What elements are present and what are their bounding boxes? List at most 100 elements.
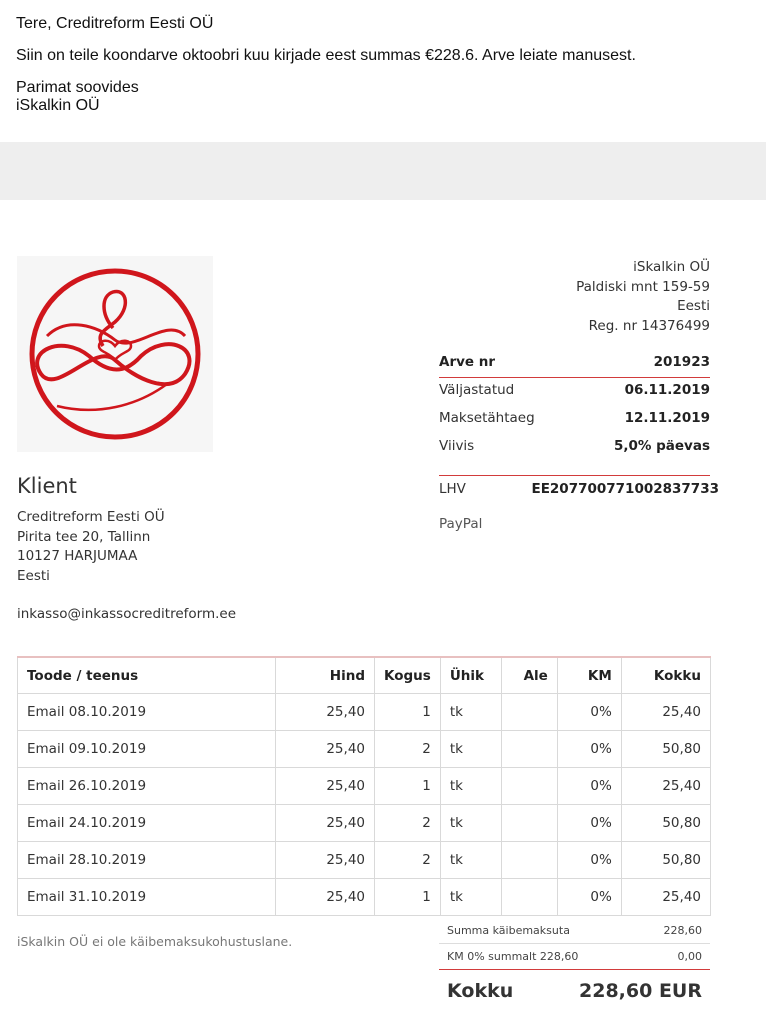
cell-discount: [500, 730, 558, 768]
email-body: Siin on teile koondarve oktoobri kuu kir…: [16, 47, 636, 64]
meta-value: 12.11.2019: [624, 410, 710, 426]
meta-value: 06.11.2019: [624, 382, 710, 398]
meditation-heart-logo-icon: [29, 268, 201, 440]
company-reg: Reg. nr 14376499: [588, 317, 710, 334]
table-row: Email 28.10.2019 25,40 2 tk 0% 50,80: [17, 841, 712, 879]
totals-block: Summa käibemaksuta 228,60 KM 0% summalt …: [439, 918, 710, 1002]
cell-total: 50,80: [620, 841, 712, 879]
company-logo: [17, 256, 213, 452]
email-signature: iSkalkin OÜ: [16, 97, 100, 114]
client-name: Creditreform Eesti OÜ: [17, 509, 165, 525]
cell-quantity: 1: [374, 878, 441, 916]
client-address: Pirita tee 20, Tallinn: [17, 528, 151, 545]
cell-total: 25,40: [620, 693, 712, 731]
col-header-vat: KM: [556, 656, 622, 694]
col-header-discount: Ale: [500, 656, 558, 694]
cell-product: Email 28.10.2019: [17, 841, 276, 879]
meta-label: Viivis: [439, 438, 475, 454]
vat-row: KM 0% summalt 228,60 0,00: [439, 944, 710, 969]
email-closing: Parimat soovides: [16, 79, 139, 96]
cell-discount: [500, 767, 558, 805]
bank-name: LHV: [439, 481, 466, 497]
subtotal-value: 228,60: [663, 924, 703, 937]
items-table: Toode / teenus Hind Kogus Ühik Ale KM Ko…: [17, 656, 712, 916]
client-city: 10127 HARJUMAA: [17, 548, 138, 564]
col-header-price: Hind: [275, 656, 375, 694]
cell-quantity: 2: [374, 841, 441, 879]
cell-discount: [500, 878, 558, 916]
cell-unit: tk: [439, 693, 502, 731]
client-email: inkasso@inkassocreditreform.ee: [17, 606, 237, 622]
invoice-meta: Arve nr 201923 Väljastatud 06.11.2019 Ma…: [439, 348, 710, 460]
meta-divider: [439, 475, 710, 476]
cell-total: 50,80: [620, 730, 712, 768]
meta-label: Maksetähtaeg: [439, 410, 535, 426]
cell-unit: tk: [439, 804, 502, 842]
cell-total: 50,80: [620, 804, 712, 842]
cell-quantity: 2: [374, 804, 441, 842]
client-country: Eesti: [17, 567, 50, 584]
client-title: Klient: [17, 474, 77, 498]
col-header-unit: Ühik: [439, 656, 502, 694]
vat-label: KM 0% summalt 228,60: [447, 950, 579, 963]
cell-vat: 0%: [556, 767, 622, 805]
company-country: Eesti: [677, 298, 710, 314]
cell-discount: [500, 693, 558, 731]
cell-unit: tk: [439, 878, 502, 916]
meta-row-invoice-number: Arve nr 201923: [439, 348, 710, 376]
cell-product: Email 24.10.2019: [17, 804, 276, 842]
cell-price: 25,40: [275, 841, 375, 879]
table-row: Email 08.10.2019 25,40 1 tk 0% 25,40: [17, 693, 712, 731]
client-info: Creditreform Eesti OÜ Pirita tee 20, Tal…: [17, 508, 165, 586]
subtotal-row: Summa käibemaksuta 228,60: [439, 918, 710, 944]
company-address: Paldiski mnt 159-59: [576, 278, 710, 295]
bank-account: LHV EE207700771002837733: [439, 481, 719, 497]
cell-discount: [500, 841, 558, 879]
meta-row-due-date: Maksetähtaeg 12.11.2019: [439, 404, 710, 432]
cell-product: Email 26.10.2019: [17, 767, 276, 805]
separator-band: [0, 142, 766, 200]
email-greeting: Tere, Creditreform Eesti OÜ: [16, 15, 214, 32]
cell-discount: [500, 804, 558, 842]
cell-vat: 0%: [556, 804, 622, 842]
vat-value: 0,00: [677, 950, 703, 963]
meta-divider: [439, 377, 710, 378]
table-row: Email 24.10.2019 25,40 2 tk 0% 50,80: [17, 804, 712, 842]
meta-value: 201923: [653, 354, 710, 370]
cell-price: 25,40: [275, 693, 375, 731]
cell-price: 25,40: [275, 730, 375, 768]
company-info: iSkalkin OÜ Paldiski mnt 159-59 Eesti Re…: [576, 258, 710, 336]
col-header-product: Toode / teenus: [17, 656, 276, 694]
col-header-quantity: Kogus: [374, 656, 441, 694]
cell-total: 25,40: [620, 878, 712, 916]
meta-row-issued: Väljastatud 06.11.2019: [439, 376, 710, 404]
cell-vat: 0%: [556, 878, 622, 916]
cell-price: 25,40: [275, 804, 375, 842]
table-row: Email 09.10.2019 25,40 2 tk 0% 50,80: [17, 730, 712, 768]
cell-product: Email 08.10.2019: [17, 693, 276, 731]
meta-label: Väljastatud: [439, 382, 515, 398]
totals-divider: [439, 969, 710, 970]
cell-vat: 0%: [556, 841, 622, 879]
table-header-row: Toode / teenus Hind Kogus Ühik Ale KM Ko…: [17, 656, 712, 694]
grand-total-row: Kokku 228,60 EUR: [439, 980, 710, 1002]
cell-vat: 0%: [556, 730, 622, 768]
cell-quantity: 2: [374, 730, 441, 768]
bank-iban: EE207700771002837733: [531, 481, 719, 497]
cell-price: 25,40: [275, 878, 375, 916]
paypal-label: PayPal: [439, 516, 483, 532]
subtotal-label: Summa käibemaksuta: [447, 924, 570, 937]
meta-label: Arve nr: [439, 354, 496, 370]
cell-quantity: 1: [374, 767, 441, 805]
grand-total-label: Kokku: [447, 980, 514, 1002]
table-row: Email 26.10.2019 25,40 1 tk 0% 25,40: [17, 767, 712, 805]
cell-unit: tk: [439, 730, 502, 768]
meta-value: 5,0% päevas: [613, 438, 710, 454]
table-row: Email 31.10.2019 25,40 1 tk 0% 25,40: [17, 878, 712, 916]
vat-note: iSkalkin OÜ ei ole käibemaksukohustuslan…: [17, 934, 293, 949]
col-header-total: Kokku: [620, 656, 712, 694]
cell-unit: tk: [439, 841, 502, 879]
company-name: iSkalkin OÜ: [633, 259, 710, 275]
meta-row-penalty: Viivis 5,0% päevas: [439, 432, 710, 460]
cell-product: Email 31.10.2019: [17, 878, 276, 916]
